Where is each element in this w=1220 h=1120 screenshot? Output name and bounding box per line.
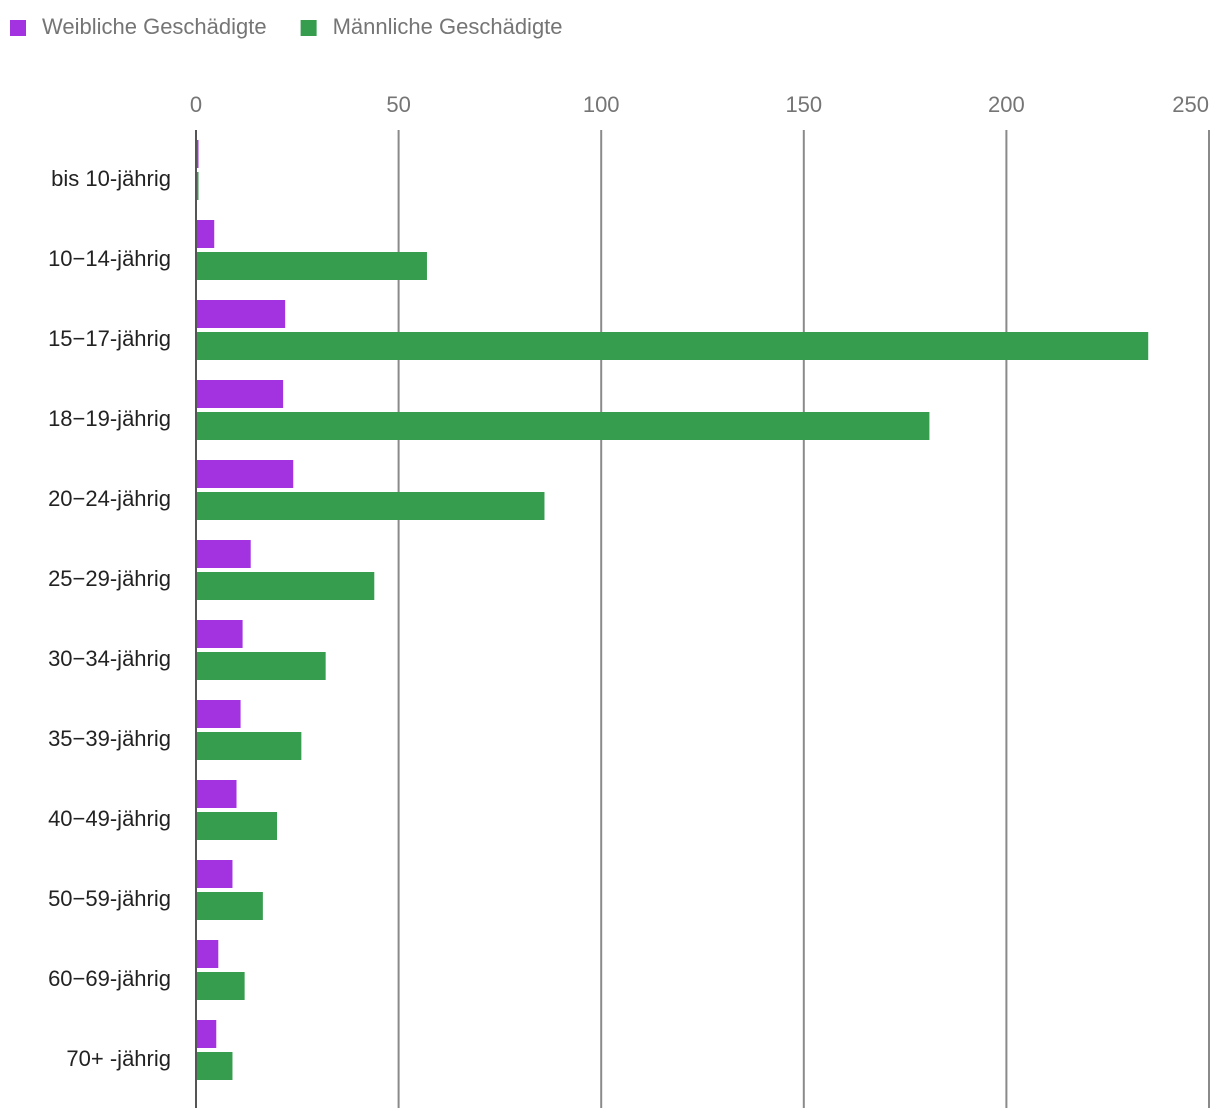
category-label-7: 35−39-jährig (48, 726, 171, 751)
legend-swatch-1 (300, 20, 317, 36)
category-label-6: 30−34-jährig (48, 646, 171, 671)
bar-female-5 (197, 540, 251, 568)
category-label-0: bis 10-jährig (51, 166, 171, 191)
category-label-3: 18−19-jährig (48, 406, 171, 431)
bar-male-4 (197, 492, 545, 520)
tick-label-200: 200 (988, 92, 1025, 117)
bar-female-10 (197, 940, 219, 968)
bar-female-6 (197, 620, 243, 648)
bar-male-2 (197, 332, 1149, 360)
tick-label-250: 250 (1172, 92, 1209, 117)
bars (197, 140, 1149, 1080)
bar-female-2 (197, 300, 286, 328)
legend-swatch-0 (10, 20, 26, 36)
category-label-2: 15−17-jährig (48, 326, 171, 351)
category-label-5: 25−29-jährig (48, 566, 171, 591)
category-label-9: 50−59-jährig (48, 886, 171, 911)
tick-label-100: 100 (583, 92, 620, 117)
category-label-4: 20−24-jährig (48, 486, 171, 511)
bar-female-9 (197, 860, 233, 888)
gridlines (195, 130, 1210, 1108)
bar-male-9 (197, 892, 263, 920)
bar-female-7 (197, 700, 241, 728)
bar-female-0 (197, 140, 199, 168)
category-label-1: 10−14-jährig (48, 246, 171, 271)
bar-male-11 (197, 1052, 233, 1080)
category-label-11: 70+ -jährig (66, 1046, 171, 1071)
bar-female-3 (197, 380, 284, 408)
bar-male-10 (197, 972, 245, 1000)
bar-male-5 (197, 572, 375, 600)
category-labels: bis 10-jährig 10−14-jährig 15−17-jährig 18−… (48, 166, 171, 1071)
x-axis-ticks: 0 50 100 150 200 250 (190, 92, 1209, 117)
legend-label-1: Männliche Geschädigte (333, 14, 563, 39)
bar-female-8 (197, 780, 237, 808)
bar-female-4 (197, 460, 294, 488)
bar-male-7 (197, 732, 302, 760)
legend: Weibliche Geschädigte Männliche Geschädig… (10, 14, 563, 39)
tick-label-0: 0 (190, 92, 202, 117)
bar-male-0 (197, 172, 199, 200)
legend-label-0: Weibliche Geschädigte (42, 14, 267, 39)
category-label-10: 60−69-jährig (48, 966, 171, 991)
bar-male-8 (197, 812, 278, 840)
category-label-8: 40−49-jährig (48, 806, 171, 831)
tick-label-150: 150 (785, 92, 822, 117)
bar-female-11 (197, 1020, 217, 1048)
bar-male-1 (197, 252, 427, 280)
tick-label-50: 50 (386, 92, 410, 117)
bar-male-6 (197, 652, 326, 680)
bar-female-1 (197, 220, 215, 248)
bar-male-3 (197, 412, 930, 440)
